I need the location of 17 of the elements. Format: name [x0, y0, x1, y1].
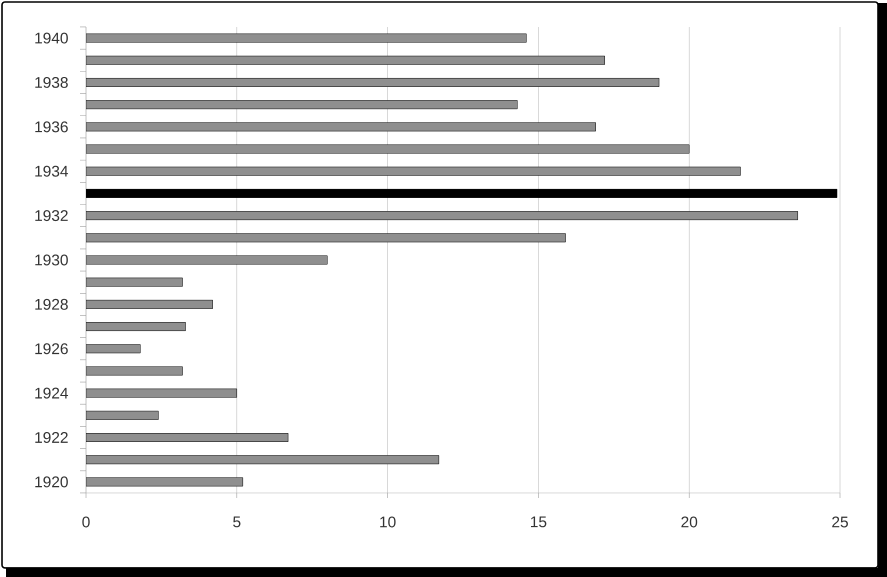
- y-tick-label: 1928: [35, 298, 68, 310]
- y-tick-label: 1934: [35, 166, 68, 177]
- y-tick-label: 1920: [35, 476, 68, 488]
- y-tick-label: 1932: [35, 210, 68, 222]
- x-tick-label: 5: [233, 516, 240, 528]
- x-tick-label: 0: [82, 516, 90, 528]
- y-tick-label: 1940: [35, 32, 68, 44]
- y-tick-label: 1930: [35, 254, 68, 266]
- x-tick-label: 20: [681, 516, 698, 528]
- y-tick-label: 1936: [35, 121, 68, 132]
- y-tick-label: 1926: [35, 343, 68, 354]
- y-tick-label: 1938: [35, 76, 68, 88]
- y-tick-label: 1924: [35, 388, 68, 399]
- x-tick-label: 15: [530, 516, 546, 528]
- y-tick-label: 1922: [35, 432, 68, 443]
- x-tick-label: 25: [832, 516, 848, 528]
- x-tick-label: 10: [380, 516, 396, 528]
